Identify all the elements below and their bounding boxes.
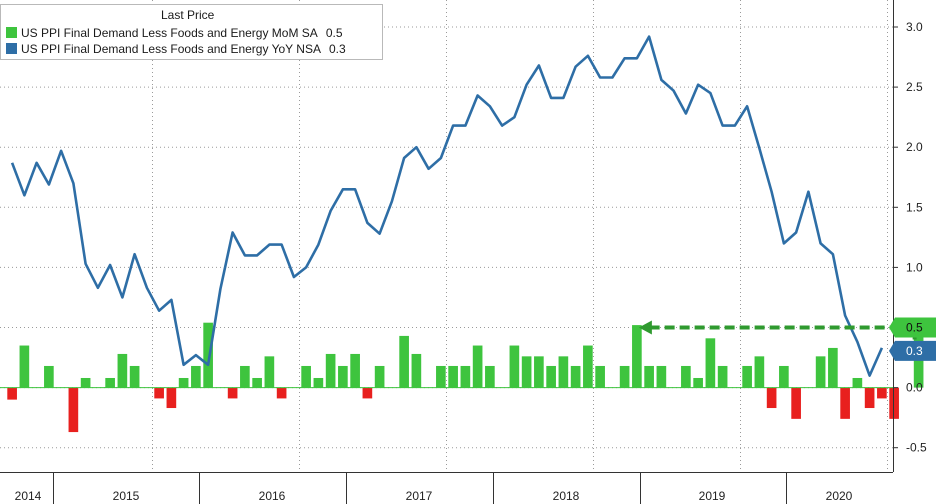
legend-swatch-mom <box>6 27 17 38</box>
mom-bar-14 <box>178 377 189 388</box>
mom-bar-9 <box>117 353 128 388</box>
y-tick-label-4: 1.0 <box>906 260 923 274</box>
x-year-label-1: 2015 <box>113 489 140 503</box>
mom-bar-12 <box>154 387 164 399</box>
mom-bar-19 <box>240 365 250 388</box>
y-tick-label-1: 2.5 <box>906 80 923 94</box>
mom-bar-53 <box>656 365 667 388</box>
dashed-arrow-annotation <box>638 320 917 340</box>
arrow-head <box>638 320 652 335</box>
mom-bar-51 <box>632 325 642 388</box>
mom-bar-22 <box>276 387 287 399</box>
x-year-label-6: 2020 <box>826 489 853 503</box>
x-year-label-2: 2016 <box>259 489 286 503</box>
mom-bar-67 <box>828 347 838 388</box>
mom-bar-62 <box>766 387 777 409</box>
mom-bar-44 <box>546 365 556 388</box>
legend-header: Last Price <box>161 8 215 22</box>
mom-bar-69 <box>852 377 863 388</box>
legend-swatch-yoy <box>6 43 17 54</box>
tag-label-0: 0.5 <box>906 321 923 335</box>
x-year-label-3: 2017 <box>406 489 433 503</box>
mom-bar-33 <box>411 353 422 388</box>
mom-bar-24 <box>301 365 311 388</box>
mom-bar-45 <box>558 356 569 388</box>
mom-bar-70 <box>864 387 875 409</box>
legend-value-mom: 0.5 <box>325 26 343 40</box>
mom-bars <box>7 322 924 433</box>
mom-bar-46 <box>570 365 581 388</box>
mom-bar-60 <box>742 365 752 388</box>
mom-bar-63 <box>779 365 789 388</box>
last-value-tags: 0.5 0.3 <box>889 317 936 361</box>
mom-bar-55 <box>681 365 691 388</box>
y-tick-label-7: -0.5 <box>906 441 927 455</box>
mom-bar-38 <box>472 345 483 388</box>
y-tick-label-2: 2.0 <box>906 140 923 154</box>
mom-bar-26 <box>325 353 336 388</box>
yoy-series-line <box>10 35 884 377</box>
mom-bar-43 <box>534 356 544 388</box>
mom-bar-39 <box>485 365 495 388</box>
mom-bar-1 <box>19 345 30 388</box>
last-value-tag-1: 0.3 <box>889 340 936 361</box>
grid-lines <box>0 0 893 472</box>
mom-bar-8 <box>105 377 115 388</box>
mom-bar-52 <box>644 365 654 388</box>
mom-bar-72 <box>889 387 899 419</box>
mom-bar-57 <box>705 338 716 388</box>
legend: Last Price US PPI Final Demand Less Food… <box>0 4 383 60</box>
mom-bar-15 <box>191 365 201 388</box>
mom-bar-50 <box>619 365 630 388</box>
mom-bar-47 <box>583 345 593 388</box>
tag-label-1: 0.3 <box>906 344 923 358</box>
mom-bar-13 <box>166 387 177 409</box>
mom-bar-5 <box>68 387 79 433</box>
mom-bar-16 <box>203 322 213 388</box>
mom-bar-35 <box>436 365 446 388</box>
mom-bar-3 <box>44 365 54 388</box>
legend-label-mom: US PPI Final Demand Less Foods and Energ… <box>21 26 318 40</box>
mom-bar-21 <box>264 356 275 388</box>
mom-bar-30 <box>374 365 385 388</box>
mom-bar-32 <box>399 335 409 388</box>
x-year-label-4: 2018 <box>553 489 580 503</box>
mom-bar-18 <box>227 387 238 399</box>
legend-entry-mom: US PPI Final Demand Less Foods and Energ… <box>6 26 343 40</box>
bottom-axis: 2014 2015 2016 2017 2018 2019 2020 <box>0 472 893 504</box>
y-tick-label-3: 1.5 <box>906 200 923 214</box>
y-tick-label-6: 0.0 <box>906 381 923 395</box>
legend-entry-yoy: US PPI Final Demand Less Foods and Energ… <box>6 42 346 56</box>
mom-bar-29 <box>362 387 373 399</box>
last-value-tag-0: 0.5 <box>889 317 936 338</box>
mom-bar-56 <box>693 377 703 388</box>
mom-bar-25 <box>313 377 324 388</box>
mom-bar-48 <box>595 365 605 388</box>
mom-bar-37 <box>460 365 471 388</box>
tag-shape-1 <box>889 340 936 361</box>
mom-bar-68 <box>840 387 850 419</box>
mom-bar-61 <box>754 356 765 388</box>
legend-value-yoy: 0.3 <box>328 42 346 56</box>
mom-bar-58 <box>717 365 728 388</box>
mom-bar-41 <box>509 345 520 388</box>
mom-bar-71 <box>877 387 887 399</box>
mom-bar-27 <box>338 365 348 388</box>
x-year-label-5: 2019 <box>699 489 726 503</box>
mom-bar-20 <box>252 377 262 388</box>
y-tick-label-0: 3.0 <box>906 20 923 34</box>
legend-label-yoy: US PPI Final Demand Less Foods and Energ… <box>21 42 321 56</box>
mom-bar-42 <box>521 356 532 388</box>
mom-bar-0 <box>7 387 17 400</box>
x-year-label-0: 2014 <box>15 489 42 503</box>
mom-bar-10 <box>129 365 140 388</box>
mom-bar-6 <box>80 377 91 388</box>
mom-bar-36 <box>448 365 458 388</box>
mom-bar-28 <box>350 353 360 388</box>
mom-bar-64 <box>791 387 801 419</box>
mom-bar-66 <box>815 356 826 388</box>
tag-shape-0 <box>889 317 936 338</box>
